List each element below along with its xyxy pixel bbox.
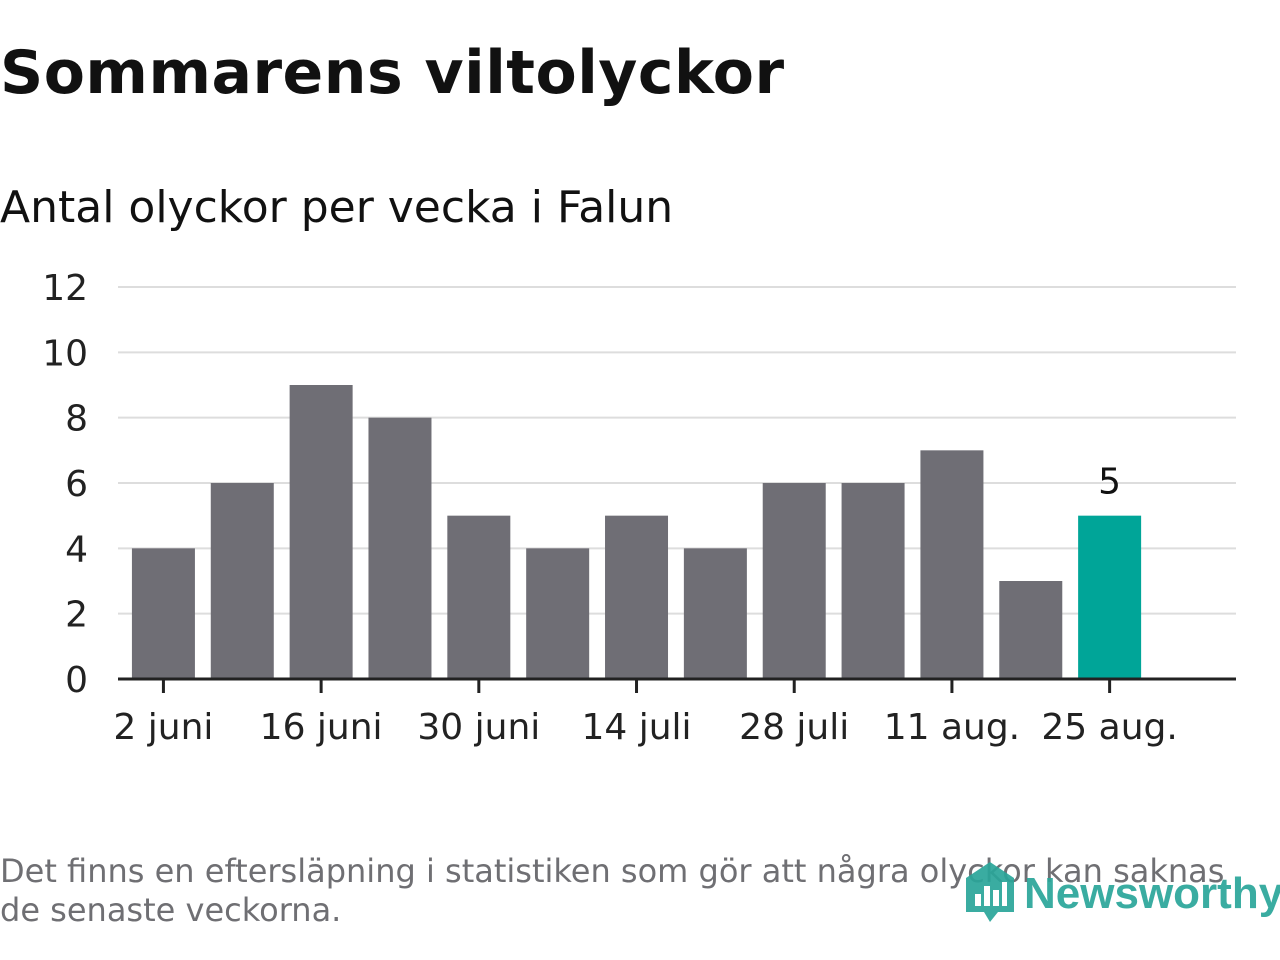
chart-title: Sommarens viltolyckor <box>0 38 785 108</box>
x-tick-label: 30 juni <box>417 707 540 748</box>
y-tick-label: 10 <box>42 333 88 374</box>
y-tick-label: 0 <box>65 660 88 701</box>
bar <box>999 581 1063 679</box>
bar <box>605 515 669 679</box>
x-tick-label: 16 juni <box>260 707 383 748</box>
bar <box>131 548 195 679</box>
x-axis-ticks: 2 juni 16 juni 30 juni 14 juli 28 juli 11 aug… <box>113 679 1178 748</box>
data-label: 5 <box>1098 462 1121 503</box>
bar-chart: 0 2 4 6 8 10 12 2 juni 16 juni 30 juni 14 juli 28 … <box>42 268 1236 748</box>
y-tick-label: 12 <box>42 268 88 309</box>
x-tick-label: 25 aug. <box>1041 707 1177 748</box>
bar <box>920 450 984 679</box>
y-tick-label: 6 <box>65 464 88 505</box>
data-labels: 5 <box>1098 462 1121 503</box>
bar <box>368 417 432 679</box>
bar <box>210 483 274 679</box>
chart-subtitle: Antal olyckor per vecka i Falun <box>0 182 674 233</box>
bars <box>131 385 1142 679</box>
bar <box>289 385 353 679</box>
bar <box>762 483 826 679</box>
bar <box>683 548 747 679</box>
y-tick-label: 4 <box>65 529 88 570</box>
bar <box>1078 515 1142 679</box>
newsworthy-logo-icon <box>964 860 1016 928</box>
x-tick-label: 14 juli <box>581 707 691 748</box>
brand-name: Newsworthy <box>1024 869 1280 918</box>
x-tick-label: 2 juni <box>113 707 213 748</box>
y-axis-ticks: 0 2 4 6 8 10 12 <box>42 268 88 701</box>
footnote: Det finns en eftersläpning i statistiken… <box>0 852 1225 929</box>
bar <box>841 483 905 679</box>
x-tick-label: 28 juli <box>739 707 849 748</box>
y-tick-label: 8 <box>65 399 88 440</box>
bar <box>447 515 511 679</box>
bar <box>526 548 590 679</box>
newsworthy-logo: Newsworthy <box>964 862 1280 926</box>
y-tick-label: 2 <box>65 595 88 636</box>
grid-lines <box>118 286 1236 615</box>
x-tick-label: 11 aug. <box>884 707 1020 748</box>
